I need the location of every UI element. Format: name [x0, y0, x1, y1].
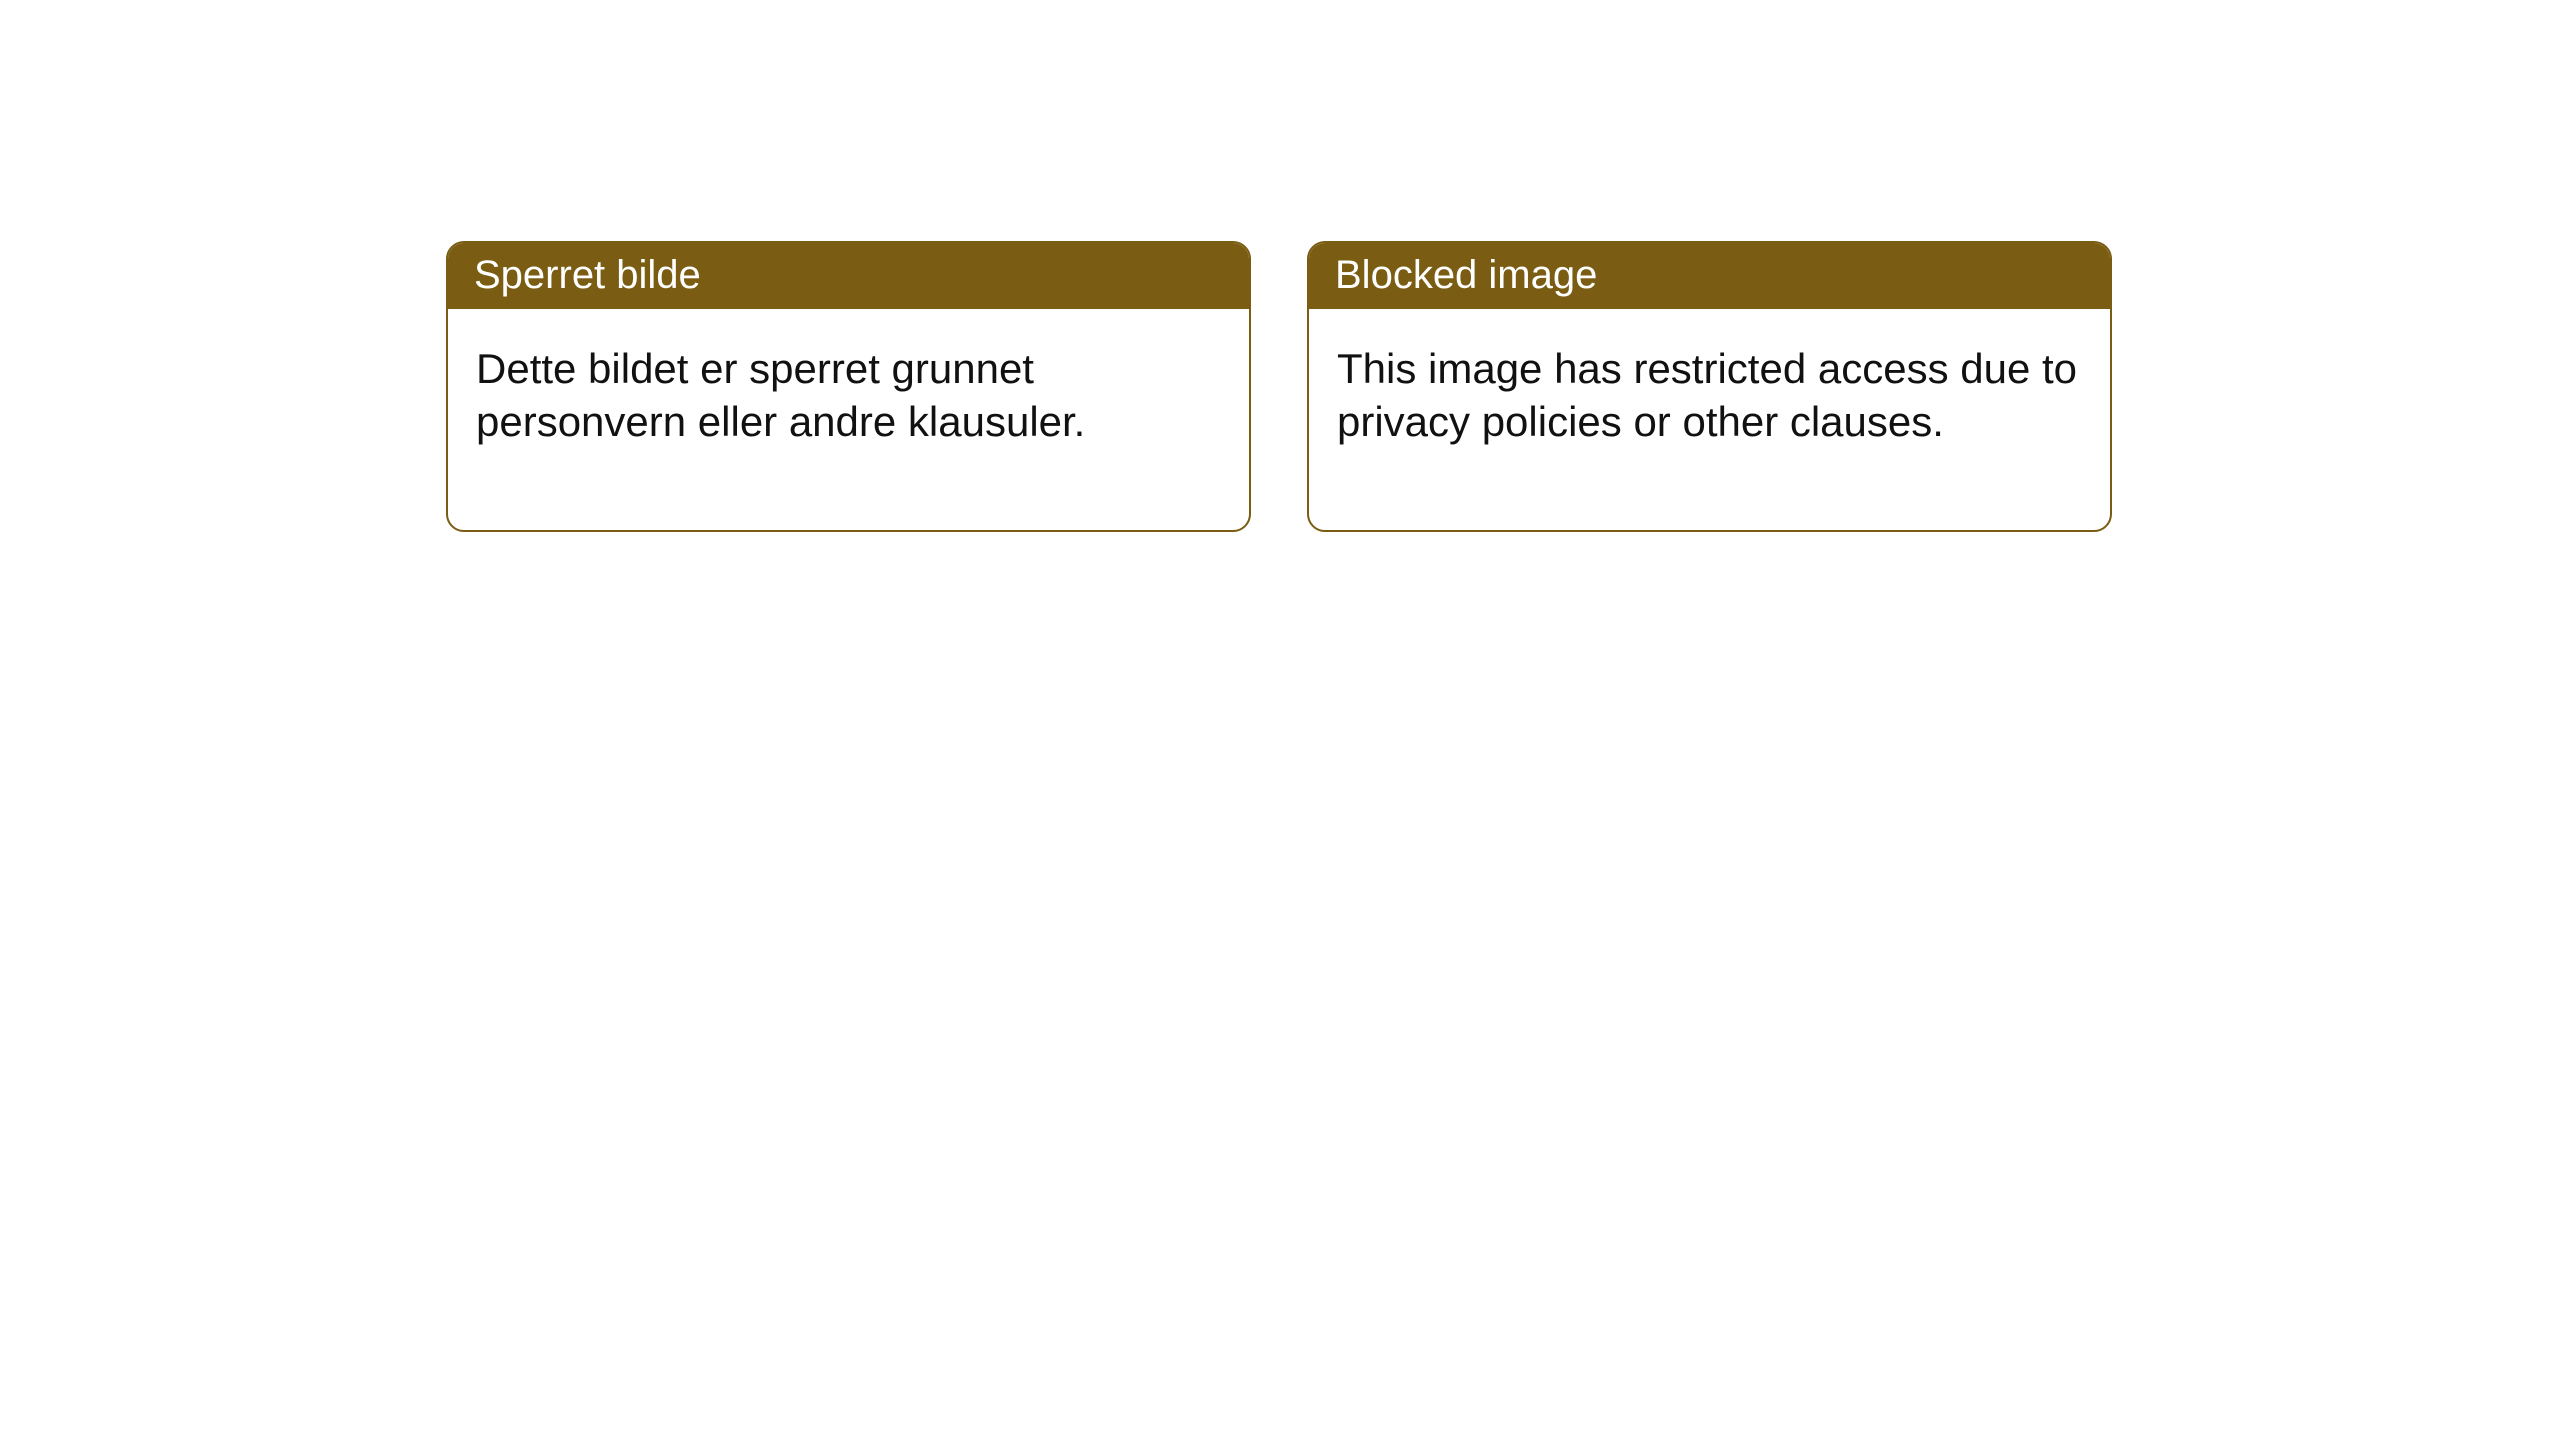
notice-card-norwegian: Sperret bilde Dette bildet er sperret gr… — [446, 241, 1251, 532]
notice-card-english: Blocked image This image has restricted … — [1307, 241, 2112, 532]
notice-body-text: This image has restricted access due to … — [1309, 309, 2110, 530]
notice-container: Sperret bilde Dette bildet er sperret gr… — [446, 241, 2112, 532]
notice-body-text: Dette bildet er sperret grunnet personve… — [448, 309, 1249, 530]
notice-title: Blocked image — [1309, 243, 2110, 309]
notice-title: Sperret bilde — [448, 243, 1249, 309]
